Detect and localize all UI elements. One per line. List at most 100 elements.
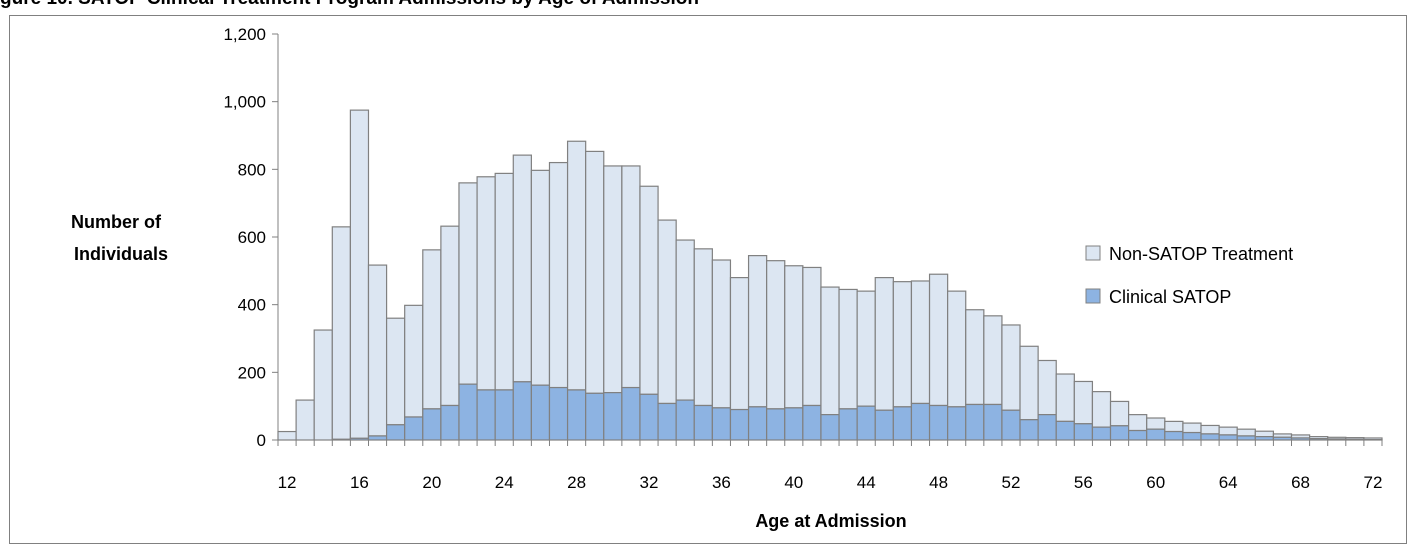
bar-clinical-satop-age-36 [711,407,732,441]
bar-clinical-satop-age-32 [639,393,659,441]
bar-clinical-satop-age-28 [566,389,587,441]
bar-clinical-satop-age-42 [820,414,840,441]
bar-non-satop-age-31 [621,165,641,389]
y-ticks-group: 0 200 400 600 800 1,000 1,200 [223,25,278,450]
bar-non-satop-age-37 [729,277,750,411]
legend-label-clinical-satop: Clinical SATOP [1109,287,1231,307]
x-tick-label: 64 [1219,473,1238,492]
bar-non-satop-age-45 [874,277,894,411]
bar-clinical-satop-age-17 [367,435,388,441]
x-tick-label: 32 [640,473,659,492]
bar-clinical-satop-age-64 [1218,434,1238,441]
bar-non-satop-age-56 [1073,380,1094,425]
bar-non-satop-age-52 [1001,324,1021,411]
x-tick-label: 72 [1363,473,1382,492]
bar-clinical-satop-age-19 [404,416,424,441]
bar-non-satop-age-61 [1164,420,1184,433]
bar-clinical-satop-age-40 [784,407,804,441]
x-tick-label: 48 [929,473,948,492]
bar-clinical-satop-age-30 [603,392,623,441]
bar-non-satop-age-13 [295,399,315,441]
x-tick-label: 60 [1146,473,1165,492]
bar-clinical-satop-age-50 [965,403,985,441]
bar-clinical-satop-age-23 [476,389,496,441]
bar-non-satop-age-40 [784,265,804,409]
bar-non-satop-age-17 [367,264,388,437]
bar-non-satop-age-15 [331,226,351,440]
bar-non-satop-age-21 [440,225,460,407]
bar-clinical-satop-age-35 [693,404,713,441]
bar-clinical-satop-age-27 [548,386,569,441]
bar-non-satop-age-34 [675,239,695,401]
bar-non-satop-age-22 [458,182,478,385]
bar-non-satop-age-57 [1091,391,1112,428]
x-tick-label: 20 [422,473,441,492]
bar-non-satop-age-59 [1128,414,1148,432]
bar-non-satop-age-30 [603,165,623,394]
bar-non-satop-age-35 [693,248,713,407]
bar-clinical-satop-age-22 [458,383,478,441]
x-tick-label: 40 [784,473,803,492]
bar-clinical-satop-age-33 [657,402,677,441]
bar-non-satop-age-50 [965,309,985,406]
bar-non-satop-age-62 [1182,422,1202,434]
bar-clinical-satop-age-61 [1164,430,1184,441]
bar-non-satop-age-46 [892,281,913,408]
bar-clinical-satop-age-34 [675,399,695,441]
bar-non-satop-age-24 [494,172,514,391]
bar-clinical-satop-age-65 [1236,435,1256,441]
bar-clinical-satop-age-52 [1001,409,1021,441]
x-tick-label: 28 [567,473,586,492]
legend-swatch-non-satop [1085,245,1101,261]
bar-non-satop-age-23 [476,176,496,391]
bar-non-satop-age-48 [928,273,949,407]
bar-clinical-satop-age-31 [621,386,641,441]
y-tick-label: 400 [238,296,266,315]
bar-clinical-satop-age-38 [747,406,768,441]
bar-non-satop-age-36 [711,259,732,409]
bar-clinical-satop-age-60 [1146,428,1166,441]
bar-clinical-satop-age-57 [1091,426,1112,441]
bar-non-satop-age-63 [1200,424,1220,435]
bar-non-satop-age-18 [385,317,406,426]
chart-frame [9,15,1407,544]
bar-non-satop-age-41 [802,266,822,407]
bar-non-satop-age-44 [856,290,876,407]
bar-non-satop-age-55 [1055,373,1075,422]
bar-non-satop-age-39 [766,260,786,410]
bar-clinical-satop-age-41 [802,404,822,441]
bar-clinical-satop-age-46 [892,406,913,441]
x-tick-label: 36 [712,473,731,492]
x-tick-label: 12 [278,473,297,492]
legend-label-non-satop: Non-SATOP Treatment [1109,244,1293,264]
bar-clinical-satop-age-48 [928,404,949,441]
x-axis-title: Age at Admission [755,511,906,531]
y-tick-label: 800 [238,160,266,179]
bar-non-satop-age-33 [657,219,677,405]
bar-clinical-satop-age-25 [512,381,532,441]
bar-non-satop-age-53 [1019,345,1039,421]
bar-clinical-satop-age-54 [1037,414,1057,441]
x-tick-label: 16 [350,473,369,492]
bar-clinical-satop-age-56 [1073,423,1094,441]
bar-non-satop-age-28 [566,140,587,391]
bar-clinical-satop-age-39 [766,408,786,441]
y-tick-label: 600 [238,228,266,247]
bar-clinical-satop-age-59 [1128,429,1148,441]
y-tick-label: 1,000 [223,93,266,112]
y-tick-label: 200 [238,363,266,382]
x-ticks-group: 12 16 20 24 28 32 36 40 44 48 52 56 60 64 68 72 [277,440,1383,492]
y-axis-title-line-2: Individuals [74,244,168,264]
x-tick-label: 24 [495,473,514,492]
bar-non-satop-age-47 [910,280,931,405]
bar-non-satop-age-32 [639,185,659,395]
bar-non-satop-age-66 [1254,430,1275,438]
bar-clinical-satop-age-51 [983,403,1003,441]
bar-non-satop-age-20 [422,249,442,410]
bar-clinical-satop-age-26 [530,384,551,441]
legend: Non-SATOP Treatment Clinical SATOP [1085,244,1293,307]
bar-clinical-satop-age-55 [1055,420,1075,441]
bar-non-satop-age-19 [404,304,424,418]
bar-non-satop-age-65 [1236,428,1256,437]
bar-non-satop-age-26 [530,169,551,386]
